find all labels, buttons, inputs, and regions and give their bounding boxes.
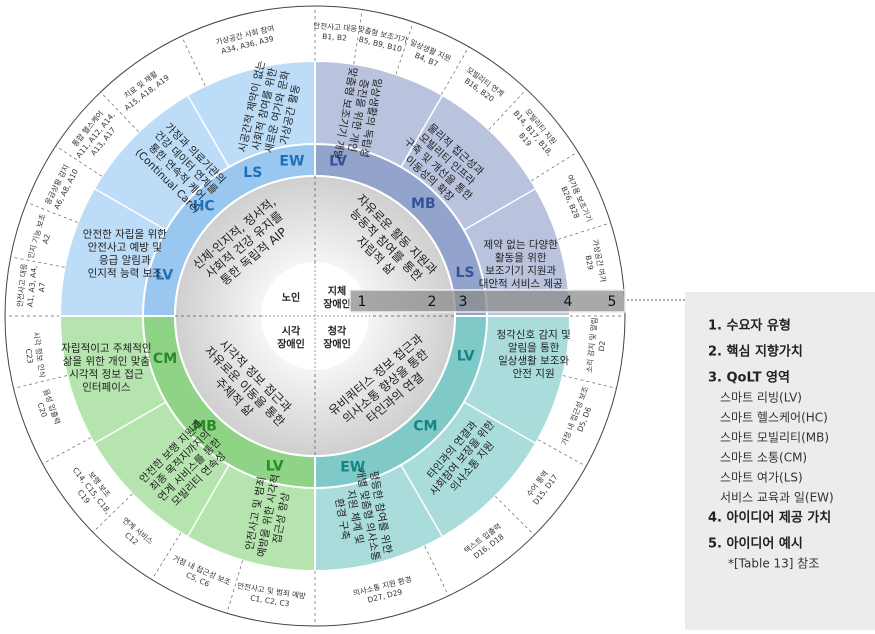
qolt-code: HC xyxy=(193,199,215,215)
idea-text: 삶을 위한 개인 맞춤 xyxy=(63,355,151,368)
area-divider xyxy=(186,94,231,170)
user-type: 노인 xyxy=(282,291,300,304)
example-codes: B29 xyxy=(584,255,596,271)
legend-item: 4. 아이디어 제공 가치 xyxy=(708,510,831,526)
example-codes: D2 xyxy=(597,340,607,352)
index-number: 1 xyxy=(358,294,367,310)
area-divider xyxy=(399,94,444,170)
idea-text: 제약 없는 다양한 xyxy=(484,238,559,251)
area-divider xyxy=(461,187,537,232)
area-divider xyxy=(399,462,444,538)
idea-text: 시각적 정보 접근 xyxy=(69,369,144,381)
user-type: 장애인 xyxy=(277,338,305,351)
qolt-code: LS xyxy=(455,265,474,281)
qolt-code: CM xyxy=(413,418,437,434)
idea-text: 활동을 위한 xyxy=(495,251,547,264)
idea-text: 자립적이고 주체적인 xyxy=(61,342,151,355)
user-type-group: 노인 xyxy=(282,291,300,304)
user-type: 장애인 xyxy=(323,298,351,311)
legend-note: *[Table 13] 참조 xyxy=(728,557,819,571)
legend-item: 1. 수요자 유형 xyxy=(708,318,791,334)
idea-text: 안전 지원 xyxy=(513,368,555,380)
idea-text: 대안적 서비스 제공 xyxy=(479,278,563,290)
legend-subitem: 스마트 헬스케어(HC) xyxy=(720,411,828,425)
user-type: 지체 xyxy=(328,285,346,298)
idea-text: 안전사고 예방 및 xyxy=(88,241,162,254)
example-codes: A7 xyxy=(37,282,47,293)
example-codes: A1, A3, A4, xyxy=(25,265,38,307)
idea-text: 일상생활 보조와 xyxy=(498,354,569,367)
qolt-code: MB xyxy=(411,196,436,212)
qolt-code: LV xyxy=(457,348,475,364)
example-codes: C23 xyxy=(24,348,35,364)
qolt-code: LV xyxy=(155,268,173,284)
qolt-code: MB xyxy=(192,418,217,434)
idea-text: 안전한 자립을 위한 xyxy=(83,228,167,241)
legend-item: 5. 아이디어 예시 xyxy=(708,536,803,552)
example-codes: B1, B2 xyxy=(322,32,347,43)
qolt-code: EW xyxy=(340,459,365,475)
user-type: 장애인 xyxy=(323,338,351,351)
legend-box xyxy=(685,292,875,630)
qolt-code: LV xyxy=(266,459,284,475)
index-number: 4 xyxy=(564,294,573,310)
idea-text: 인지적 능력 보조 xyxy=(88,268,163,280)
index-number: 2 xyxy=(428,294,437,310)
legend-subitem: 스마트 소통(CM) xyxy=(720,451,807,465)
area-divider xyxy=(93,400,169,445)
idea-text: 인터페이스 xyxy=(82,382,131,394)
user-type: 시각 xyxy=(282,326,301,338)
example-name: 안전사고 대응 xyxy=(313,20,357,33)
legend-subitem: 서비스 교육과 일(EW) xyxy=(720,491,834,505)
idea-text: 알림을 통한 xyxy=(508,342,560,354)
area-divider xyxy=(461,400,537,445)
qolt-code: LS xyxy=(243,165,262,181)
legend-subitem: 스마트 모빌리티(MB) xyxy=(720,431,829,445)
index-bar xyxy=(349,289,626,313)
legend-item: 3. QoLT 영역 xyxy=(708,370,790,386)
legend-subitem: 스마트 리빙(LV) xyxy=(720,391,802,405)
index-number: 5 xyxy=(608,294,617,310)
legend-subitem: 스마트 여가(LS) xyxy=(720,471,803,485)
idea-text: 보조기기 지원과 xyxy=(485,265,556,277)
area-divider xyxy=(93,187,169,232)
index-number: 3 xyxy=(459,294,468,310)
legend-item: 2. 핵심 지향가치 xyxy=(708,344,803,360)
example-name: 안전사고 대응 xyxy=(14,263,29,308)
area-divider xyxy=(186,462,231,538)
idea-text: 응급 알림과 xyxy=(99,255,151,267)
example-codes: A2 xyxy=(41,233,52,245)
qolt-code: LV xyxy=(329,154,347,170)
qolt-code: CM xyxy=(153,351,177,367)
qolt-code: EW xyxy=(279,154,304,170)
user-type: 청각 xyxy=(328,325,347,338)
idea-text: 청각신호 감지 및 xyxy=(496,329,570,341)
